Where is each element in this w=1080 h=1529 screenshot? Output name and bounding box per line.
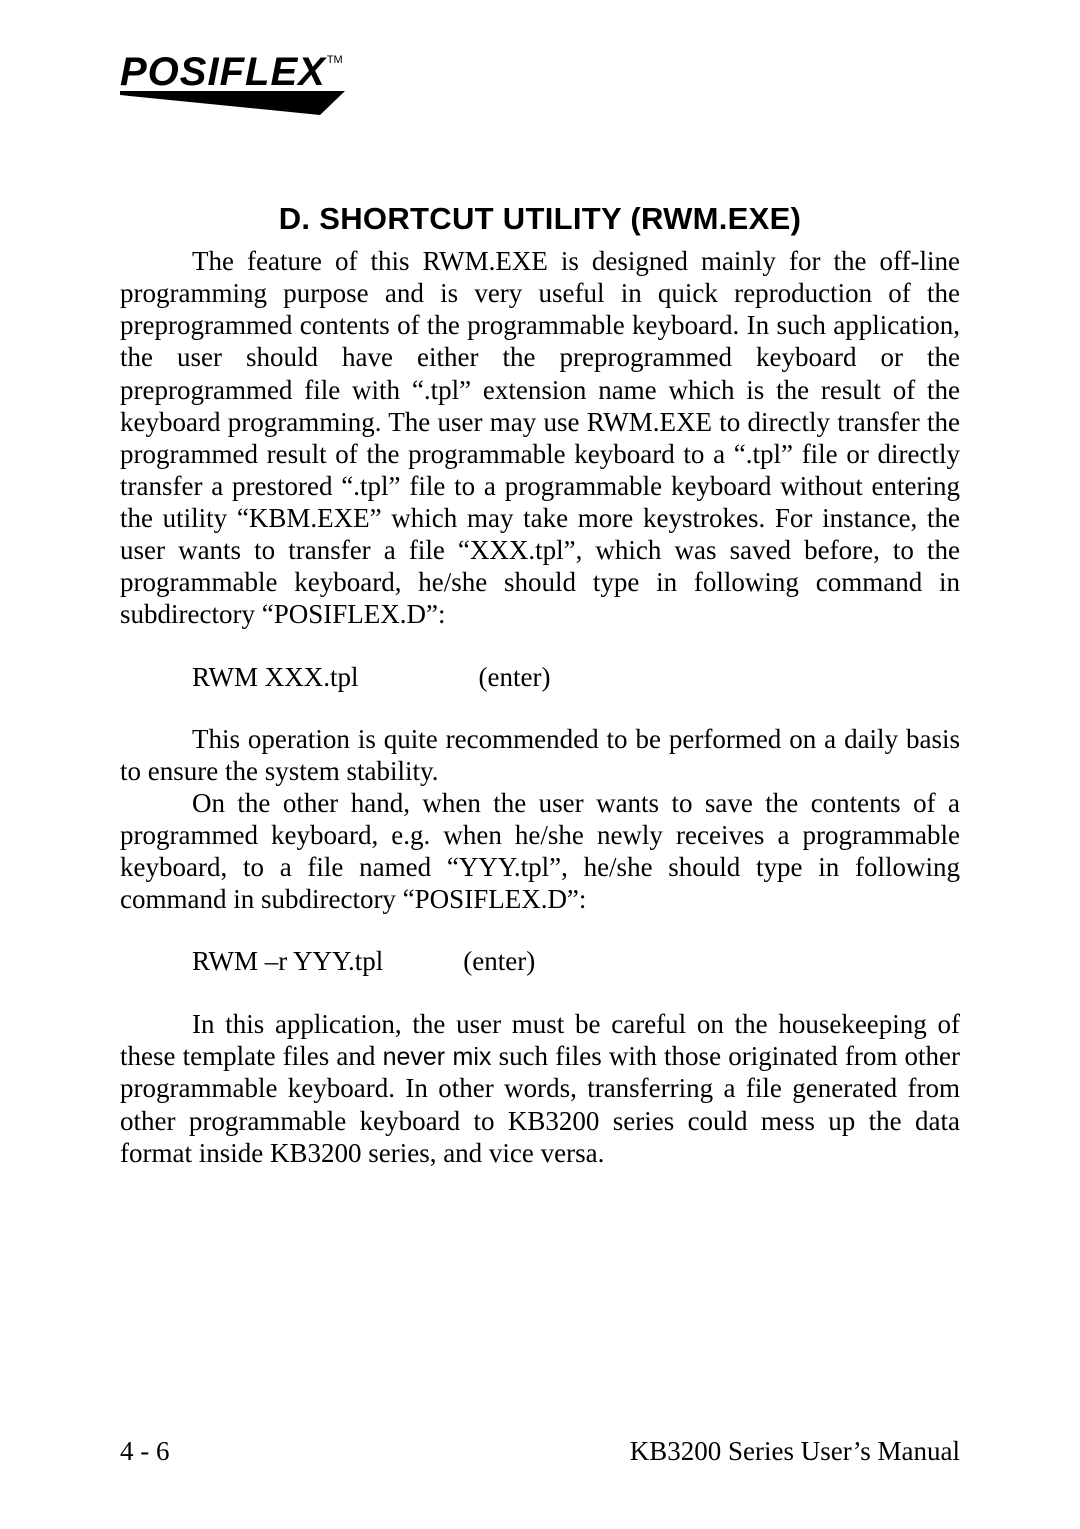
command-line-1: RWM XXX.tpl (enter) — [120, 661, 960, 693]
section-heading: D. SHORTCUT UTILITY (RWM.EXE) — [120, 201, 960, 237]
paragraph-4: In this application, the user must be ca… — [120, 1008, 960, 1169]
logo-block: POSIFLEXTM — [120, 50, 960, 95]
command-2-text: RWM –r YYY.tpl — [192, 946, 383, 976]
page-number: 4 - 6 — [120, 1436, 170, 1467]
never-mix-text: never mix — [383, 1043, 492, 1071]
manual-title: KB3200 Series User’s Manual — [630, 1436, 960, 1467]
page-footer: 4 - 6 KB3200 Series User’s Manual — [120, 1436, 960, 1467]
command-1-text: RWM XXX.tpl — [192, 662, 359, 692]
command-line-2: RWM –r YYY.tpl (enter) — [120, 945, 960, 977]
paragraph-1: The feature of this RWM.EXE is designed … — [120, 245, 960, 631]
paragraph-2: This operation is quite recommended to b… — [120, 723, 960, 787]
page: POSIFLEXTM D. SHORTCUT UTILITY (RWM.EXE)… — [0, 0, 1080, 1529]
paragraph-3: On the other hand, when the user wants t… — [120, 787, 960, 916]
command-2-enter: (enter) — [463, 946, 535, 976]
posiflex-logo: POSIFLEXTM — [120, 50, 342, 95]
command-1-enter: (enter) — [479, 662, 551, 692]
logo-trademark: TM — [327, 54, 343, 66]
